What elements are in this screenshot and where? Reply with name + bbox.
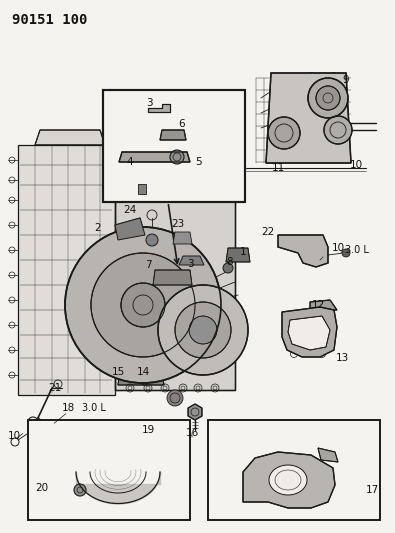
Text: 90151 100: 90151 100 (12, 13, 87, 27)
Circle shape (146, 234, 158, 246)
Circle shape (316, 86, 340, 110)
Polygon shape (243, 452, 335, 508)
Circle shape (158, 285, 248, 375)
Text: 17: 17 (365, 485, 379, 495)
Text: 2: 2 (95, 223, 101, 233)
Circle shape (342, 249, 350, 257)
Polygon shape (35, 130, 105, 145)
Text: 3.0 L: 3.0 L (82, 403, 106, 413)
Circle shape (276, 78, 280, 82)
Text: 16: 16 (185, 428, 199, 438)
Polygon shape (110, 185, 240, 200)
Polygon shape (119, 152, 190, 162)
Text: 6: 6 (179, 119, 185, 129)
Circle shape (170, 150, 184, 164)
Text: 15: 15 (111, 367, 125, 377)
Text: 14: 14 (136, 367, 150, 377)
Polygon shape (188, 404, 202, 420)
Text: 3: 3 (187, 259, 193, 269)
Text: 3.0 L: 3.0 L (345, 245, 369, 255)
Polygon shape (148, 104, 170, 112)
Text: 10: 10 (331, 243, 344, 253)
Polygon shape (179, 256, 204, 265)
Circle shape (310, 75, 312, 77)
Circle shape (167, 390, 183, 406)
Text: 20: 20 (36, 483, 49, 493)
Polygon shape (103, 90, 245, 202)
Text: 3.0 L ENGINE: 3.0 L ENGINE (256, 427, 332, 437)
Polygon shape (143, 372, 164, 385)
Text: 21: 21 (48, 383, 62, 393)
Polygon shape (18, 145, 115, 395)
Text: 2.2  2.5 L ENGINE: 2.2 2.5 L ENGINE (61, 504, 157, 514)
Circle shape (269, 155, 273, 157)
Circle shape (91, 253, 195, 357)
Polygon shape (28, 420, 190, 520)
Text: 22: 22 (261, 227, 275, 237)
Text: 11: 11 (271, 163, 285, 173)
Text: 7: 7 (145, 260, 151, 270)
Polygon shape (118, 370, 148, 385)
Circle shape (333, 157, 335, 159)
Polygon shape (208, 420, 380, 520)
Circle shape (305, 157, 307, 159)
Text: 13: 13 (335, 353, 349, 363)
Text: 3: 3 (146, 98, 152, 108)
Text: 9: 9 (343, 75, 349, 85)
Circle shape (333, 75, 335, 77)
Circle shape (223, 263, 233, 273)
Polygon shape (278, 235, 328, 267)
Text: 12: 12 (311, 300, 325, 310)
Text: 10: 10 (350, 160, 363, 170)
Circle shape (324, 116, 352, 144)
Polygon shape (115, 200, 235, 390)
Text: 23: 23 (171, 219, 184, 229)
Polygon shape (288, 316, 330, 350)
Circle shape (268, 117, 300, 149)
Circle shape (121, 283, 165, 327)
Polygon shape (153, 270, 192, 285)
Text: 4: 4 (127, 157, 134, 167)
Polygon shape (318, 448, 338, 462)
Circle shape (308, 78, 348, 118)
Polygon shape (226, 248, 250, 262)
Polygon shape (138, 184, 146, 194)
Circle shape (74, 484, 86, 496)
Circle shape (189, 316, 217, 344)
Circle shape (175, 302, 231, 358)
Polygon shape (266, 73, 351, 163)
Ellipse shape (269, 465, 307, 495)
Text: 1: 1 (240, 247, 246, 257)
Polygon shape (173, 232, 192, 244)
Text: 10: 10 (8, 431, 21, 441)
Circle shape (65, 227, 221, 383)
Polygon shape (310, 300, 337, 310)
Circle shape (282, 237, 290, 245)
Text: 19: 19 (141, 425, 154, 435)
Polygon shape (160, 130, 186, 140)
Text: 8: 8 (227, 257, 233, 267)
Polygon shape (282, 307, 337, 357)
Text: 18: 18 (61, 403, 75, 413)
Text: 5: 5 (195, 157, 201, 167)
Text: 24: 24 (123, 205, 137, 215)
Polygon shape (115, 218, 145, 240)
